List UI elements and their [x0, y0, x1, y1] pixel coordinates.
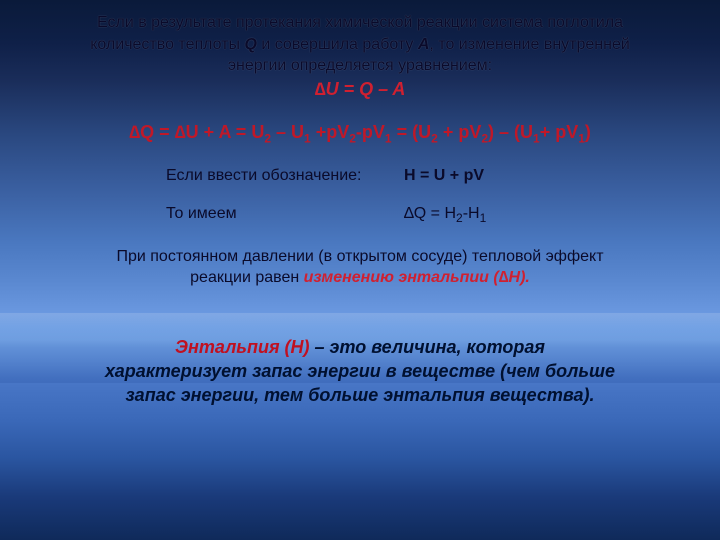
slide: Если в результате протекания химической …: [0, 0, 720, 540]
intro-paragraph: Если в результате протекания химической …: [28, 12, 692, 77]
eq2-g: ) – (U: [488, 122, 533, 142]
eq2-s6: 2: [481, 131, 488, 145]
intro-Q: Q: [244, 36, 256, 53]
defn-r2: характеризует запас энергии в веществе (…: [105, 361, 615, 381]
intro-line3: энергии определяется уравнением:: [228, 57, 492, 74]
intro-A: A: [418, 36, 430, 53]
result-dQ-label: То имеем: [166, 205, 376, 225]
r2-b: -H: [463, 205, 480, 222]
p3-emphasis: изменению энтальпии (∆H).: [304, 269, 530, 286]
eq2-s5: 2: [431, 131, 438, 145]
defn-r3: запас энергии, тем больше энтальпия веще…: [126, 385, 595, 405]
eq2-i: ): [585, 122, 591, 142]
result-dQ-value: ∆Q = H2-H1: [404, 205, 554, 225]
eq2-b: – U: [271, 122, 304, 142]
defn-term: Энтальпия (Н): [175, 337, 315, 357]
eq2-s8: 1: [578, 131, 585, 145]
eq2-a: ∆Q = ∆U + A = U: [129, 122, 264, 142]
equation-dQ-expanded: ∆Q = ∆U + A = U2 – U1 +pV2-pV1 = (U2 + p…: [28, 122, 692, 146]
eq2-f: + pV: [438, 122, 482, 142]
intro-line2b: и совершила работу: [257, 36, 418, 53]
eq2-h: + pV: [540, 122, 579, 142]
r2-s1: 2: [456, 212, 463, 226]
eq2-s4: 1: [385, 131, 392, 145]
intro-line1: Если в результате протекания химической …: [97, 14, 623, 31]
result-dQ-row: То имеем ∆Q = H2-H1: [28, 205, 692, 225]
r2-a: ∆Q = H: [404, 205, 456, 222]
eq2-c: +pV: [311, 122, 350, 142]
eq2-e: = (U: [392, 122, 432, 142]
intro-line2a: количество теплоты: [90, 36, 244, 53]
enthalpy-definition: Энтальпия (Н) – это величина, которая ха…: [28, 335, 692, 408]
eq2-d: -pV: [356, 122, 385, 142]
equation-dU: ∆U = Q – A: [28, 79, 692, 100]
constant-pressure-note: При постоянном давлении (в открытом сосу…: [28, 246, 692, 289]
intro-line2c: , то изменение внутренней: [429, 36, 629, 53]
r2-s2: 1: [480, 212, 487, 226]
eq2-s3: 2: [349, 131, 356, 145]
eq2-s7: 1: [533, 131, 540, 145]
p3-a: При постоянном давлении (в открытом сосу…: [116, 248, 603, 265]
eq2-s2: 1: [304, 131, 311, 145]
definition-H-label: Если ввести обозначение:: [166, 167, 376, 185]
eq2-s1: 2: [264, 131, 271, 145]
defn-r1: – это величина, которая: [315, 337, 545, 357]
definition-H-row: Если ввести обозначение: H = U + pV: [28, 167, 692, 185]
p3-b: реакции равен: [190, 269, 303, 286]
definition-H-value: H = U + pV: [404, 167, 554, 185]
